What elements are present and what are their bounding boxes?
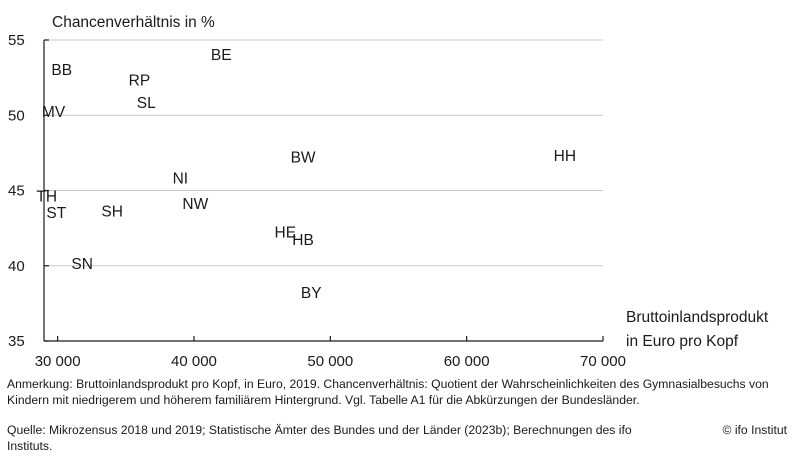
point-label-rp: RP bbox=[129, 73, 151, 90]
x-tick-label: 50 000 bbox=[307, 353, 353, 370]
point-label-nw: NW bbox=[182, 196, 208, 213]
point-label-th: TH bbox=[36, 189, 57, 206]
y-tick-label: 50 bbox=[8, 107, 25, 124]
point-label-ni: NI bbox=[173, 170, 189, 187]
y-axis-title: Chancenverhältnis in % bbox=[52, 14, 215, 31]
x-axis-title-line2: in Euro pro Kopf bbox=[626, 333, 739, 350]
y-tick-label: 35 bbox=[8, 333, 25, 350]
point-label-he: HE bbox=[275, 225, 297, 242]
y-axis-ticks: 35 40 45 50 55 bbox=[8, 32, 49, 350]
point-label-sh: SH bbox=[101, 204, 123, 221]
point-label-st: ST bbox=[46, 205, 66, 222]
point-label-hh: HH bbox=[554, 148, 576, 165]
y-tick-label: 55 bbox=[8, 32, 25, 49]
x-tick-label: 70 000 bbox=[580, 353, 626, 370]
chart-source: Quelle: Mikrozensus 2018 und 2019; Stati… bbox=[7, 423, 632, 453]
scatter-chart: Chancenverhältnis in % 35 40 45 50 55 30 000… bbox=[8, 14, 769, 370]
chart-annotation: Anmerkung: Bruttoinlandsprodukt pro Kopf… bbox=[7, 377, 769, 407]
y-tick-label: 40 bbox=[8, 258, 25, 275]
x-axis-ticks: 30 000 40 000 50 000 60 000 70 000 bbox=[35, 336, 626, 370]
x-tick-label: 60 000 bbox=[444, 353, 490, 370]
x-tick-label: 40 000 bbox=[171, 353, 217, 370]
point-label-hb: HB bbox=[292, 232, 314, 249]
point-label-sl: SL bbox=[137, 95, 156, 112]
point-label-sn: SN bbox=[71, 256, 93, 273]
point-label-mv: MV bbox=[42, 104, 66, 121]
y-tick-label: 45 bbox=[8, 183, 25, 200]
point-label-be: BE bbox=[211, 47, 232, 64]
x-axis-title-line1: Bruttoinlandsprodukt bbox=[626, 309, 769, 326]
point-label-bb: BB bbox=[51, 62, 72, 79]
point-label-bw: BW bbox=[291, 149, 316, 166]
copyright-note: © ifo Institut bbox=[722, 423, 787, 437]
x-tick-label: 30 000 bbox=[35, 353, 81, 370]
point-label-by: BY bbox=[301, 285, 322, 302]
